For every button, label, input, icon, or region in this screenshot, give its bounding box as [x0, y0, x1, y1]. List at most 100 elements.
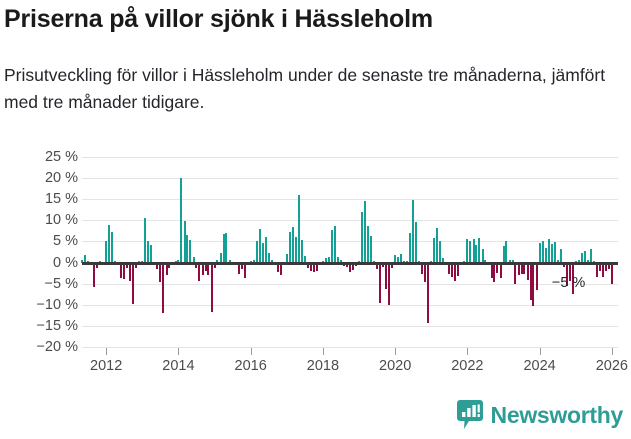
y-axis-tick-label: 15 %: [44, 191, 78, 208]
bar: [243, 262, 246, 279]
bar: [204, 262, 207, 271]
bar: [150, 245, 153, 263]
bar: [207, 262, 210, 276]
bar: [433, 238, 436, 263]
bar: [93, 262, 96, 287]
x-axis-tick-mark: [611, 348, 613, 355]
bar: [391, 262, 394, 268]
bar: [177, 260, 180, 263]
x-axis-tick-label: 2026: [595, 358, 628, 374]
bar: [120, 262, 123, 278]
bar: [541, 241, 544, 263]
bar: [394, 255, 397, 263]
gridline: [82, 157, 618, 158]
bar: [180, 178, 183, 263]
bar: [472, 238, 475, 263]
bar: [165, 262, 168, 276]
x-axis-tick-mark: [395, 348, 397, 355]
bar: [568, 262, 571, 282]
gridline: [82, 199, 618, 201]
bar: [303, 255, 306, 263]
bar: [409, 232, 412, 263]
x-axis-tick-label: 2022: [451, 358, 484, 374]
bar: [213, 262, 216, 269]
bar: [550, 244, 553, 263]
bar: [267, 252, 270, 263]
x-axis-tick-mark: [178, 348, 180, 355]
bar: [412, 199, 415, 263]
bar: [436, 227, 439, 263]
gridline: [82, 347, 618, 348]
y-axis-tick-label: 25 %: [44, 149, 78, 165]
bar: [388, 262, 390, 305]
bar: [514, 262, 517, 284]
x-axis-tick-mark: [106, 348, 108, 355]
chart-subtitle: Prisutveckling för villor i Hässleholm u…: [4, 65, 606, 112]
bar: [499, 262, 502, 278]
bar: [129, 262, 132, 281]
bar: [526, 262, 529, 280]
bar: [454, 262, 457, 282]
bar: [201, 262, 204, 276]
bar: [198, 262, 201, 282]
bar: [222, 234, 225, 263]
bar: [159, 262, 162, 282]
bar: [264, 237, 267, 263]
bar: [520, 262, 523, 274]
x-axis-tick-label: 2018: [306, 358, 340, 374]
bar: [237, 262, 240, 275]
bar: [415, 221, 418, 263]
bar: [337, 257, 340, 263]
bar: [421, 262, 424, 274]
bar: [123, 262, 126, 280]
bar: [547, 239, 550, 263]
bar: [556, 260, 559, 263]
bar: [369, 235, 372, 263]
bar: [442, 258, 445, 263]
bar: [481, 248, 484, 263]
x-axis-tick-label: 2012: [90, 358, 123, 374]
bar: [565, 262, 568, 287]
bar: [315, 262, 318, 272]
x-axis-tick-mark: [467, 348, 469, 355]
bar: [228, 260, 231, 263]
bar: [538, 243, 541, 263]
x-axis-tick-label: 2016: [234, 358, 267, 374]
x-axis-tick-label: 2014: [162, 358, 195, 374]
bar: [385, 262, 388, 289]
bar: [294, 236, 297, 263]
bar: [451, 262, 454, 278]
bar: [84, 254, 87, 263]
bar: [604, 262, 607, 271]
y-axis-tick-label: −20 %: [36, 339, 78, 355]
bar: [364, 200, 367, 263]
gridline: [82, 325, 618, 327]
gridline: [82, 283, 618, 285]
bar: [240, 262, 243, 270]
bar: [448, 262, 451, 274]
bar: [601, 262, 604, 278]
bar: [81, 260, 83, 263]
bar: [490, 262, 493, 279]
bar: [270, 260, 273, 263]
x-axis-tick-mark: [322, 348, 324, 355]
newsworthy-logo: Newsworthy: [456, 400, 623, 430]
y-axis-tick-label: 10 %: [44, 212, 78, 229]
bar: [300, 240, 303, 263]
gridline: [82, 304, 618, 306]
bar: [559, 248, 562, 263]
bar: [382, 262, 385, 268]
bar: [328, 257, 331, 263]
bar: [529, 262, 532, 300]
bar: [144, 218, 147, 263]
bar: [192, 257, 195, 263]
bar: [610, 262, 613, 284]
bar: [589, 249, 592, 263]
y-axis-tick-label: −15 %: [36, 317, 78, 334]
bar: [562, 262, 565, 268]
bar: [195, 262, 198, 268]
bar: [285, 254, 288, 263]
bar: [475, 245, 478, 263]
y-axis-tick-label: −5 %: [44, 275, 78, 292]
bar: [478, 237, 481, 263]
